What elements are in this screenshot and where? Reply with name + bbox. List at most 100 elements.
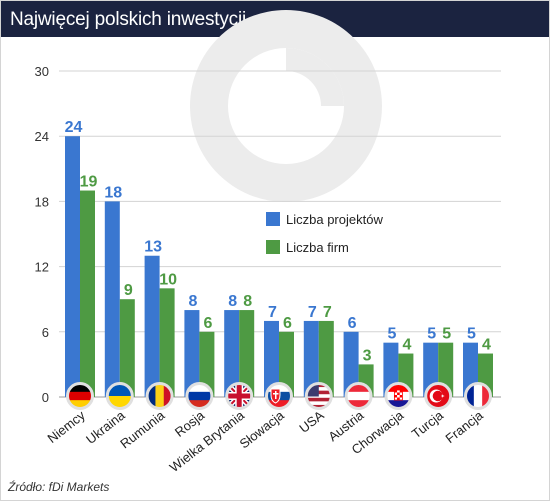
romania-flag-icon — [145, 382, 174, 410]
slovakia-flag-icon — [265, 382, 293, 410]
bar-projects — [264, 320, 279, 397]
flag-stripe — [482, 383, 491, 409]
flag-ring — [185, 382, 214, 410]
y-tick-label: 30 — [35, 64, 49, 79]
data-label-projects: 5 — [387, 326, 396, 343]
data-label-firms: 6 — [283, 315, 292, 332]
flag-stripe — [163, 383, 173, 409]
flag-emblem-check — [394, 390, 398, 393]
data-label-firms: 9 — [124, 282, 133, 299]
flag-stripe — [346, 391, 372, 401]
x-tick-label: Turcja — [409, 407, 447, 441]
data-label-projects: 8 — [188, 293, 197, 310]
y-tick-label: 24 — [35, 129, 49, 144]
bar-firms — [80, 190, 95, 397]
flag-stripe — [67, 383, 93, 393]
flag-ring — [344, 382, 373, 410]
flag-stripe — [385, 400, 411, 409]
bar-projects — [303, 320, 319, 397]
bar-firms — [119, 299, 135, 397]
flag-star — [441, 393, 445, 399]
data-label-projects: 6 — [348, 315, 357, 332]
data-label-projects: 18 — [104, 184, 122, 201]
russia-flag-icon — [185, 382, 214, 410]
flag-ring — [265, 382, 293, 410]
flag-stripe — [465, 383, 475, 409]
flag-emblem-check — [397, 392, 400, 395]
flag-stripe — [306, 404, 332, 409]
bar-projects — [184, 310, 200, 397]
flag-emblem-check — [399, 390, 403, 393]
data-label-projects: 24 — [65, 119, 83, 136]
data-label-firms: 7 — [323, 304, 332, 321]
flag-emblem-check — [397, 397, 400, 400]
flag-crescent-cut — [432, 390, 444, 402]
flag-stripe — [306, 397, 332, 402]
flag-stripe — [346, 400, 372, 409]
data-label-firms: 4 — [402, 337, 411, 354]
flag-stripe — [67, 400, 93, 409]
bar-firms — [159, 288, 175, 397]
bar-projects — [144, 255, 160, 397]
y-tick-label: 0 — [42, 390, 49, 405]
flag-stripe — [306, 401, 332, 406]
uk-flag-icon — [225, 382, 254, 410]
flag-graphic — [67, 383, 93, 409]
flag-emblem-check — [394, 395, 398, 398]
flag-ring — [384, 382, 413, 410]
data-label-projects: 8 — [228, 293, 237, 310]
data-label-firms: 4 — [482, 337, 491, 354]
y-tick-label: 6 — [42, 325, 49, 340]
flag-graphic — [346, 383, 372, 409]
legend-swatch-projects — [266, 212, 280, 226]
austria-flag-icon — [344, 382, 373, 410]
x-tick-label: Słowacja — [237, 407, 288, 451]
x-tick-label: USA — [296, 407, 327, 435]
turkey-flag-icon — [424, 382, 453, 410]
bar-projects — [343, 331, 359, 397]
bar-projects — [65, 136, 80, 397]
france-flag-icon — [464, 382, 492, 410]
flag-graphic — [306, 383, 332, 409]
bar-projects — [104, 201, 120, 397]
y-tick-label: 18 — [35, 194, 49, 209]
data-label-projects: 5 — [427, 326, 436, 343]
flag-stripe — [147, 383, 156, 409]
data-label-firms: 6 — [203, 315, 212, 332]
watermark-mark — [286, 48, 344, 106]
bar-firms — [199, 331, 215, 397]
bar-projects — [224, 310, 240, 397]
flag-ring — [424, 382, 453, 410]
flag-stripe — [155, 383, 165, 409]
flag-emblem-cross — [275, 391, 277, 399]
data-label-firms: 8 — [243, 293, 252, 310]
flag-emblem-cross — [273, 393, 279, 395]
bar-firms — [279, 331, 294, 397]
croatia-flag-icon — [384, 382, 413, 410]
flag-stripe — [266, 400, 292, 409]
flag-graphic — [266, 383, 292, 409]
legend-label-projects: Liczba projektów — [286, 212, 383, 227]
flag-stripe — [346, 383, 372, 393]
data-label-firms: 10 — [159, 271, 177, 288]
flag-ring — [225, 382, 254, 410]
data-label-projects: 7 — [308, 304, 317, 321]
legend-swatch-firms — [266, 240, 280, 254]
flag-stripe — [186, 391, 212, 401]
flag-ring — [66, 382, 94, 410]
flag-stripe — [266, 383, 292, 393]
x-tick-label: Rumunia — [117, 407, 168, 451]
flag-stripe — [186, 383, 212, 393]
data-label-projects: 13 — [144, 239, 162, 256]
flag-graphic — [465, 383, 491, 409]
legend-item-bg — [262, 208, 374, 230]
source-note: Źródło: fDi Markets — [8, 480, 110, 494]
flag-ring — [304, 382, 333, 410]
data-label-firms: 19 — [80, 174, 98, 191]
data-label-firms: 5 — [442, 326, 451, 343]
y-tick-label: 12 — [35, 260, 49, 275]
bar-firms — [318, 320, 334, 397]
flag-emblem-check — [399, 395, 403, 398]
